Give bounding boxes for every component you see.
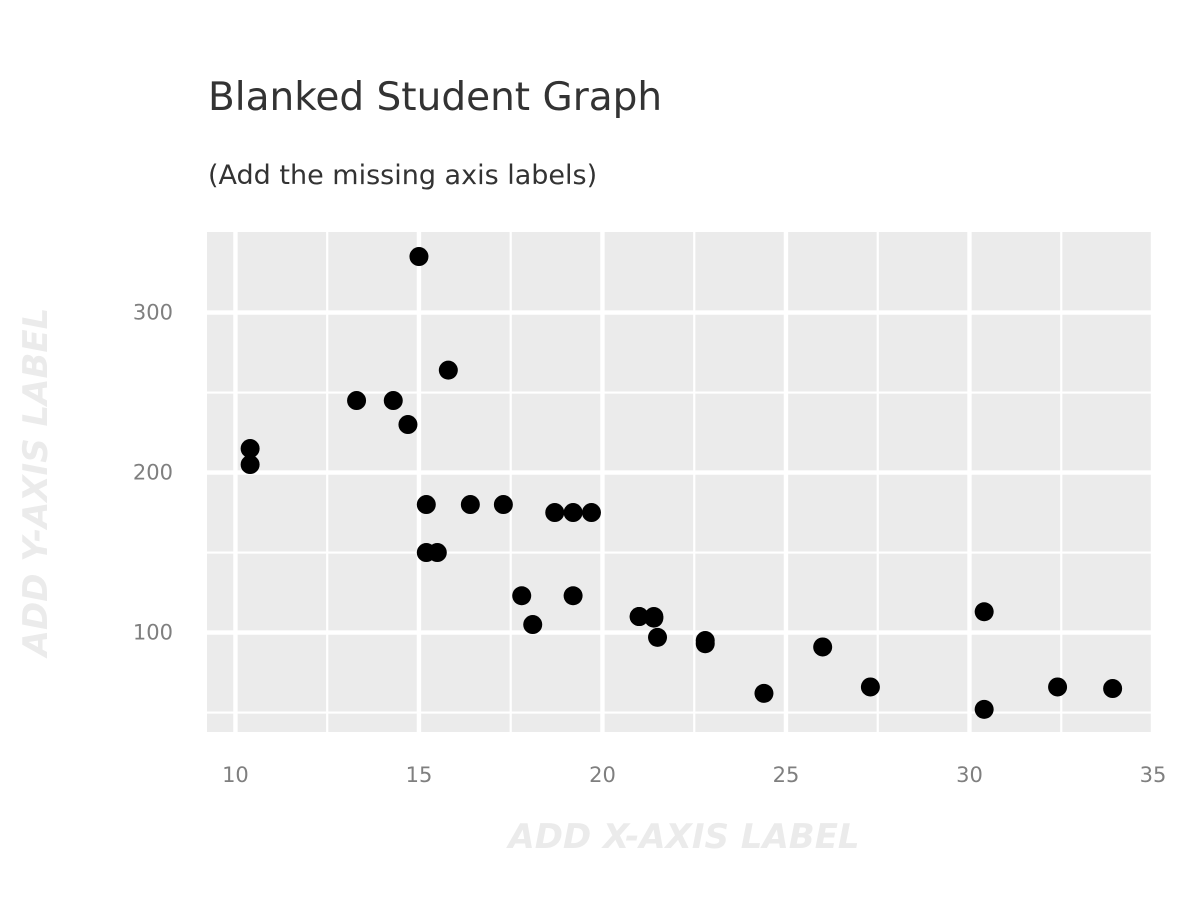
x-tick-label: 20 xyxy=(589,763,616,787)
data-point xyxy=(813,637,833,657)
gridlines xyxy=(207,232,1156,732)
data-point xyxy=(644,608,664,628)
data-point xyxy=(1103,679,1123,699)
y-tick-label: 300 xyxy=(133,301,173,325)
data-point xyxy=(523,615,543,635)
x-axis-ticks: 10 15 20 25 30 35 xyxy=(222,763,1166,787)
data-point xyxy=(240,439,260,459)
data-point xyxy=(347,391,367,411)
x-tick-label: 10 xyxy=(222,763,249,787)
data-point xyxy=(860,677,880,697)
data-point xyxy=(398,415,418,435)
y-tick-label: 200 xyxy=(133,461,173,485)
y-axis-title: ADD Y-AXIS LABEL xyxy=(16,308,56,660)
data-point xyxy=(416,543,436,563)
data-point xyxy=(493,495,513,515)
x-tick-label: 25 xyxy=(773,763,800,787)
data-point xyxy=(648,627,668,647)
data-point xyxy=(1048,677,1068,697)
data-points xyxy=(240,247,1123,719)
data-point xyxy=(460,495,480,515)
chart-subtitle: (Add the missing axis labels) xyxy=(208,160,597,191)
data-point xyxy=(563,586,583,606)
y-axis-ticks: 100 200 300 xyxy=(133,301,173,645)
data-point xyxy=(240,455,260,475)
plot-panel xyxy=(207,232,1153,732)
x-tick-label: 30 xyxy=(956,763,983,787)
data-point xyxy=(438,360,458,380)
data-point xyxy=(974,699,994,719)
data-point xyxy=(581,503,601,523)
data-point xyxy=(629,607,649,627)
chart-title: Blanked Student Graph xyxy=(208,75,662,120)
data-point xyxy=(512,586,532,606)
data-point xyxy=(974,602,994,622)
data-point xyxy=(754,683,774,703)
data-point xyxy=(409,247,429,267)
x-axis-title: ADD X-AXIS LABEL xyxy=(505,817,859,857)
data-point xyxy=(416,495,436,515)
data-point xyxy=(545,503,565,523)
data-point xyxy=(383,391,403,411)
data-point xyxy=(695,631,715,651)
y-tick-label: 100 xyxy=(133,621,173,645)
x-tick-label: 15 xyxy=(406,763,433,787)
data-point xyxy=(563,503,583,523)
x-tick-label: 35 xyxy=(1140,763,1167,787)
